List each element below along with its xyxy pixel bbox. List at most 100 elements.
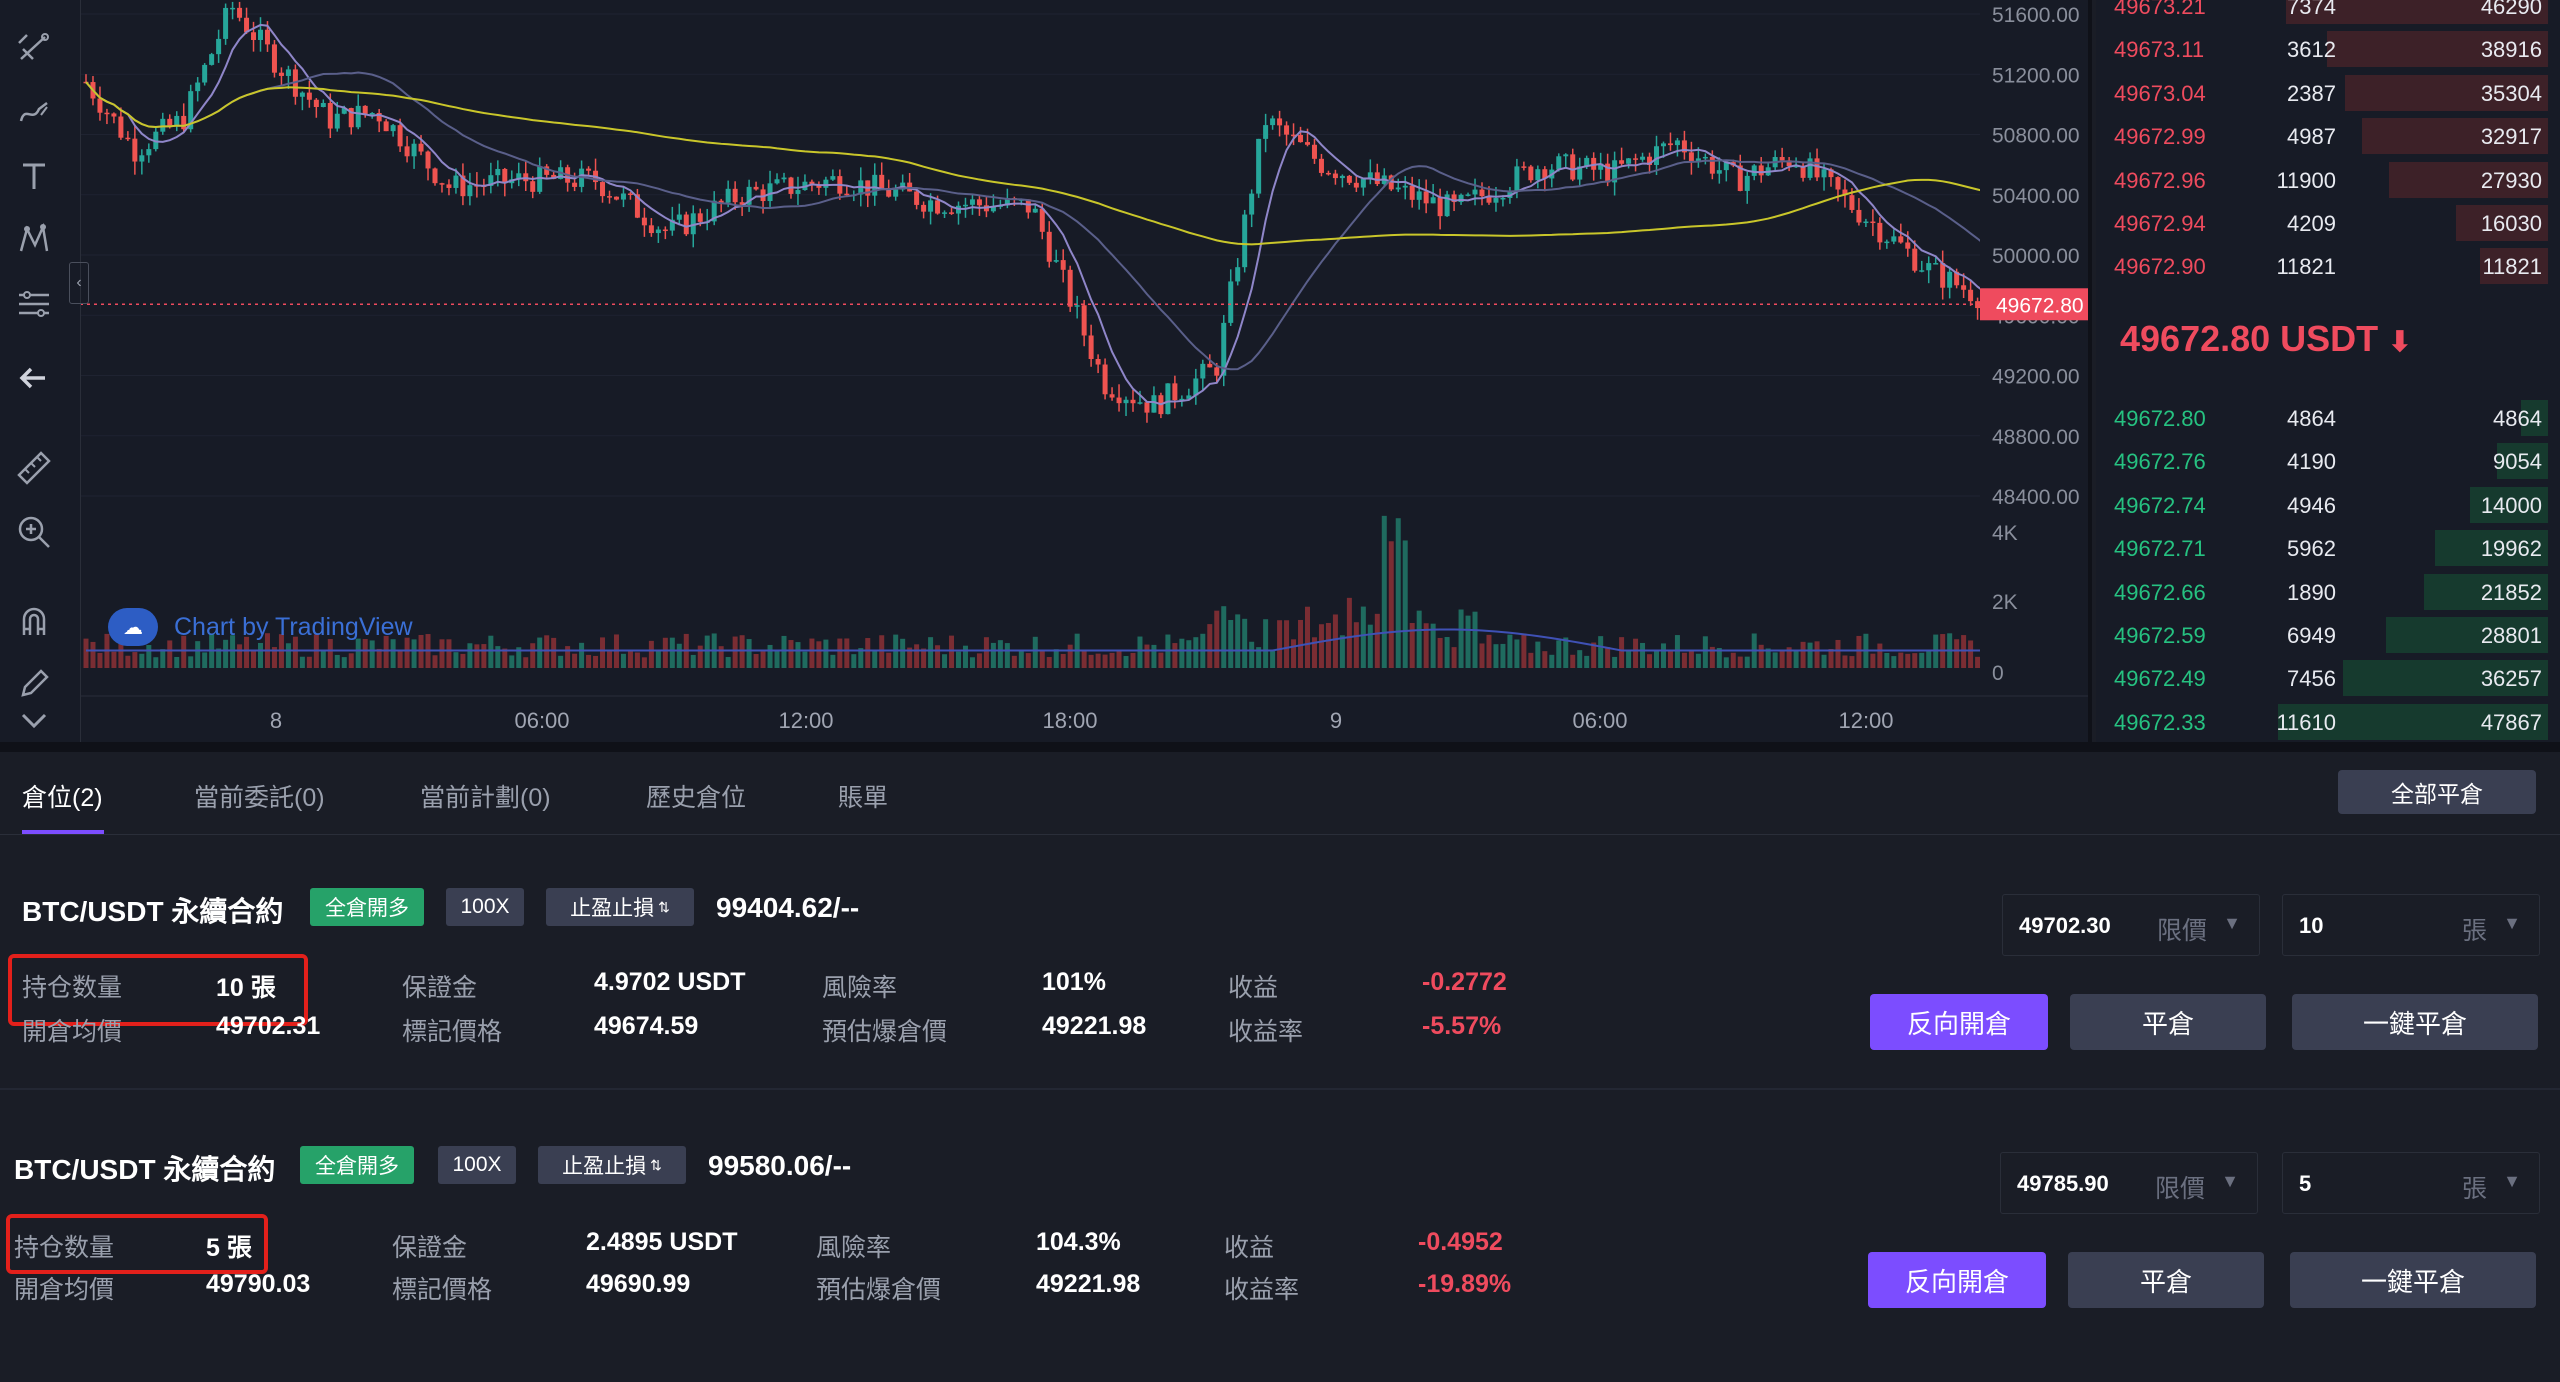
depth-bar xyxy=(2424,573,2548,610)
close-qty-input[interactable]: 5 張 ▼ xyxy=(2282,1152,2540,1214)
order-price: 49672.80 xyxy=(2114,406,2206,431)
back-arrow-icon[interactable] xyxy=(12,356,56,400)
candle-body xyxy=(1758,165,1764,176)
ask-row[interactable]: 49672.94 4209 16030 xyxy=(2108,203,2548,243)
price-tick-label: 50800.00 xyxy=(1992,125,2080,148)
bid-row[interactable]: 49672.74 4946 14000 xyxy=(2108,485,2548,525)
tpsl-button[interactable]: 止盈止損 ⇅ xyxy=(538,1146,686,1184)
depth-bar xyxy=(2470,486,2548,523)
bid-row[interactable]: 49672.71 5962 19962 xyxy=(2108,528,2548,568)
ask-row[interactable]: 49673.04 2387 35304 xyxy=(2108,73,2548,113)
crosshair-lines-icon[interactable] xyxy=(12,26,56,70)
bid-row[interactable]: 49672.59 6949 28801 xyxy=(2108,615,2548,655)
candle-body xyxy=(1674,140,1680,146)
candle-body xyxy=(1619,160,1625,164)
ask-row[interactable]: 49672.90 11821 11821 xyxy=(2108,246,2548,286)
order-price: 49673.21 xyxy=(2114,0,2206,19)
time-tick-label: 8 xyxy=(270,708,282,733)
pnl-value: -0.4952 xyxy=(1418,1228,1503,1256)
tradingview-watermark[interactable]: ☁ Chart by TradingView xyxy=(108,608,413,646)
candle-body xyxy=(662,229,668,232)
volume-bar xyxy=(558,655,564,668)
position-symbol: BTC/USDT 永續合約 xyxy=(22,896,284,927)
collapse-toolbar-button[interactable]: ‹ xyxy=(69,262,89,304)
close-position-button[interactable]: 平倉 xyxy=(2070,994,2266,1050)
candle-body xyxy=(1172,383,1178,401)
leverage-badge[interactable]: 100X xyxy=(438,1146,516,1184)
candle-body xyxy=(1667,143,1673,146)
close-price-input[interactable]: 49702.30 限價 ▼ xyxy=(2002,894,2260,956)
candle-body xyxy=(1640,156,1646,160)
caret-down-icon: ▼ xyxy=(2503,1171,2521,1191)
close-price-input[interactable]: 49785.90 限價 ▼ xyxy=(2000,1152,2258,1214)
reverse-open-button[interactable]: 反向開倉 xyxy=(1870,994,2048,1050)
volume-bar xyxy=(1493,644,1499,668)
tab-current-plans[interactable]: 當前計劃(0) xyxy=(420,784,551,812)
reverse-open-button[interactable]: 反向開倉 xyxy=(1868,1252,2046,1308)
candle-body xyxy=(1102,364,1108,395)
volume-bar xyxy=(858,648,864,668)
tab-current-orders[interactable]: 當前委託(0) xyxy=(194,784,325,812)
brush-icon[interactable] xyxy=(12,90,56,134)
margin-label: 保證金 xyxy=(392,1234,468,1262)
ask-row[interactable]: 49673.21 7374 46290 xyxy=(2108,0,2548,26)
candle-body xyxy=(1723,162,1729,171)
candle-body xyxy=(1458,194,1464,203)
candle-body xyxy=(1919,270,1925,272)
order-qty: 11821 xyxy=(2276,254,2336,280)
close-qty-input[interactable]: 10 張 ▼ xyxy=(2282,894,2540,956)
volume-bar xyxy=(1842,655,1848,668)
candle-body xyxy=(1318,158,1324,173)
candle-body xyxy=(1165,383,1171,415)
volume-bar xyxy=(1640,642,1646,668)
zoom-in-icon[interactable] xyxy=(12,510,56,554)
leverage-badge[interactable]: 100X xyxy=(446,888,524,926)
close-position-button[interactable]: 平倉 xyxy=(2068,1252,2264,1308)
order-qty: 7374 xyxy=(2287,0,2336,19)
candle-body xyxy=(1137,402,1143,404)
magnet-icon[interactable] xyxy=(12,600,56,644)
candle-body xyxy=(237,7,243,18)
order-type-select[interactable]: 限價 xyxy=(2154,1175,2205,1203)
bid-row[interactable]: 49672.76 4190 9054 xyxy=(2108,441,2548,481)
price-chart[interactable]: 51600.00 51200.00 50800.00 50400.00 50000.00… xyxy=(0,0,2092,742)
tab-position-history[interactable]: 歷史倉位 xyxy=(646,784,747,812)
candle-body xyxy=(376,112,382,122)
one-click-close-button[interactable]: 一鍵平倉 xyxy=(2290,1252,2536,1308)
pattern-icon[interactable] xyxy=(12,218,56,262)
bid-row[interactable]: 49672.80 4864 4864 xyxy=(2108,398,2548,438)
ask-row[interactable]: 49672.99 4987 32917 xyxy=(2108,116,2548,156)
text-icon[interactable] xyxy=(12,154,56,198)
volume-bar xyxy=(1667,649,1673,668)
volume-bar xyxy=(432,655,438,668)
current-price-tag xyxy=(1980,288,2092,321)
candle-body xyxy=(1877,222,1883,243)
order-total: 46290 xyxy=(2480,0,2542,19)
one-click-close-button[interactable]: 一鍵平倉 xyxy=(2292,994,2538,1050)
chevron-down-icon[interactable] xyxy=(12,698,56,742)
order-total: 36257 xyxy=(2480,666,2542,692)
pencil-lock-icon[interactable] xyxy=(12,662,56,706)
candle-body xyxy=(893,189,899,197)
candle-body xyxy=(1416,191,1422,200)
bid-row[interactable]: 49672.33 11610 47867 xyxy=(2108,702,2548,742)
candle-body xyxy=(1493,198,1499,203)
order-type-select[interactable]: 限價 xyxy=(2156,917,2207,945)
volume-bar xyxy=(1730,652,1736,668)
tab-bills[interactable]: 賬單 xyxy=(838,784,889,812)
ask-row[interactable]: 49672.96 11900 27930 xyxy=(2108,160,2548,200)
volume-bar xyxy=(390,639,396,668)
candlestick-chart[interactable]: 51600.00 51200.00 50800.00 50400.00 50000.00… xyxy=(0,0,2092,742)
bid-row[interactable]: 49672.66 1890 21852 xyxy=(2108,572,2548,612)
ruler-icon[interactable] xyxy=(12,446,56,490)
close-all-button[interactable]: 全部平倉 xyxy=(2338,770,2536,814)
depth-bar xyxy=(2480,248,2548,285)
candle-body xyxy=(1311,144,1317,159)
tpsl-button[interactable]: 止盈止損 ⇅ xyxy=(546,888,694,926)
bid-row[interactable]: 49672.49 7456 36257 xyxy=(2108,658,2548,698)
order-qty: 2387 xyxy=(2287,80,2336,106)
volume-bar xyxy=(844,638,850,668)
ask-row[interactable]: 49673.11 3612 38916 xyxy=(2108,29,2548,69)
fib-icon[interactable] xyxy=(12,282,56,326)
tab-positions[interactable]: 倉位(2) xyxy=(22,784,103,812)
